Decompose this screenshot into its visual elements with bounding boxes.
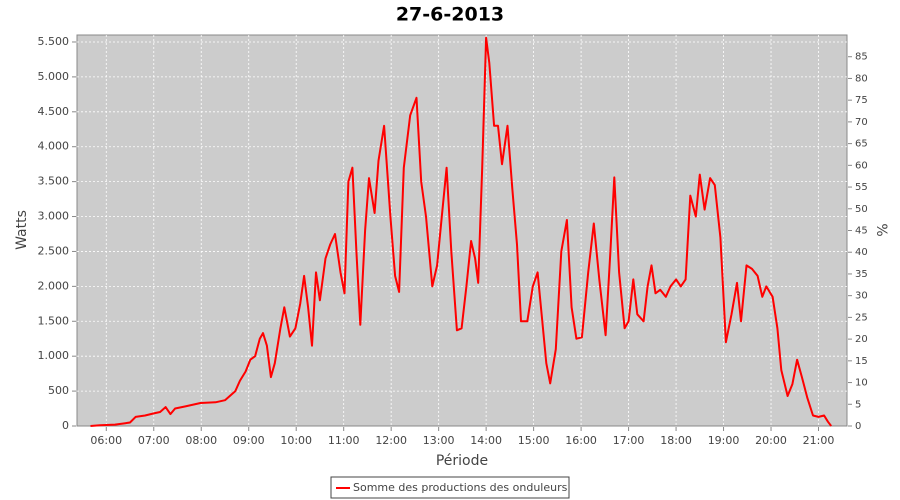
y2-tick-label: 35	[855, 269, 868, 280]
y2-tick-label: 0	[855, 421, 861, 432]
y-axis-label: Watts	[14, 210, 30, 250]
y2-tick-label: 75	[855, 95, 868, 106]
y-tick-label: 500	[48, 384, 69, 397]
x-tick-label: 09:00	[233, 434, 265, 447]
y2-tick-label: 20	[855, 334, 868, 345]
y-tick-label: 3.500	[38, 175, 70, 188]
x-tick-label: 14:00	[470, 434, 502, 447]
y-tick-label: 3.000	[38, 210, 70, 223]
y2-tick-label: 85	[855, 52, 868, 63]
legend-box	[330, 476, 570, 499]
y-tick-label: 1.500	[38, 314, 70, 327]
y2-tick-label: 70	[855, 117, 868, 128]
y-tick-label: 2.000	[38, 279, 70, 292]
plot-area	[76, 34, 848, 427]
y-tick-label: 4.000	[38, 140, 70, 153]
x-tick-label: 06:00	[90, 434, 122, 447]
x-tick-label: 17:00	[613, 434, 645, 447]
y2-tick-label: 60	[855, 160, 868, 171]
y2-tick-label: 80	[855, 73, 868, 84]
x-tick-label: 08:00	[185, 434, 217, 447]
x-tick-label: 07:00	[138, 434, 170, 447]
grid	[77, 35, 847, 426]
y2-tick-label: 40	[855, 247, 868, 258]
x-tick-label: 15:00	[518, 434, 550, 447]
y2-tick-label: 50	[855, 204, 868, 215]
y2-tick-label: 55	[855, 182, 868, 193]
x-axis-label: Période	[436, 453, 488, 469]
x-tick-label: 16:00	[565, 434, 597, 447]
chart-title: 27-6-2013	[396, 4, 504, 26]
y-tick-label: 4.500	[38, 105, 70, 118]
y-tick-label: 5.000	[38, 70, 70, 83]
x-tick-label: 21:00	[803, 434, 835, 447]
legend-label: Somme des productions des onduleurs	[353, 481, 568, 494]
y2-tick-label: 45	[855, 226, 868, 237]
y2-tick-label: 30	[855, 291, 868, 302]
x-tick-label: 11:00	[328, 434, 360, 447]
y2-axis-label: %	[873, 223, 889, 236]
series-line	[90, 36, 832, 427]
y2-tick-label: 10	[855, 378, 868, 389]
y-tick-label: 5.500	[38, 35, 70, 48]
y2-tick-label: 5	[855, 399, 861, 410]
y2-tick-label: 65	[855, 139, 868, 150]
x-tick-label: 13:00	[423, 434, 455, 447]
y-tick-label: 2.500	[38, 244, 70, 257]
x-tick-label: 10:00	[280, 434, 312, 447]
y-tick-label: 0	[62, 419, 69, 432]
x-tick-label: 20:00	[755, 434, 787, 447]
y2-tick-label: 25	[855, 312, 868, 323]
x-tick-label: 12:00	[375, 434, 407, 447]
x-tick-label: 19:00	[708, 434, 740, 447]
x-tick-label: 18:00	[660, 434, 692, 447]
y-tick-label: 1.000	[38, 349, 70, 362]
y2-tick-label: 15	[855, 356, 868, 367]
